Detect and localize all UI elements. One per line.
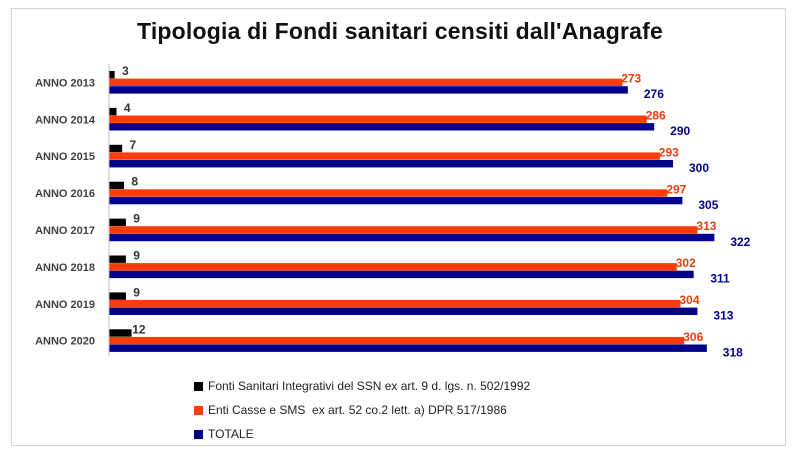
bar-enti-casse-anno-2018 (109, 263, 677, 271)
category-label-anno-2015: ANNO 2015 (35, 151, 95, 163)
legend-label-ssn: Fonti Sanitari Integrativi del SSN ex ar… (208, 379, 531, 393)
value-label-totale-anno-2013: 276 (644, 87, 664, 101)
legend-label-totale: TOTALE (208, 427, 254, 441)
bar-enti-casse-anno-2019 (109, 300, 681, 308)
value-label-totale-anno-2015: 300 (689, 161, 709, 175)
bar-enti-casse-anno-2017 (109, 226, 698, 234)
value-label-ssn-anno-2017: 9 (133, 212, 140, 226)
legend-swatch-ssn (194, 381, 203, 391)
legend-item-enti-casse: Enti Casse e SMS ex art. 52 co.2 lett. a… (194, 398, 530, 422)
value-label-enti-casse-anno-2016: 297 (666, 182, 686, 196)
bar-totale-anno-2013 (109, 86, 628, 94)
bar-ssn-anno-2017 (109, 218, 126, 226)
category-label-anno-2018: ANNO 2018 (35, 262, 95, 274)
value-label-enti-casse-anno-2018: 302 (676, 256, 696, 270)
value-label-enti-casse-anno-2013: 273 (621, 72, 641, 86)
value-label-ssn-anno-2014: 4 (124, 101, 131, 115)
value-label-totale-anno-2017: 322 (730, 235, 750, 249)
value-label-enti-casse-anno-2017: 313 (696, 219, 716, 233)
bar-enti-casse-anno-2013 (109, 78, 623, 86)
legend-item-ssn: Fonti Sanitari Integrativi del SSN ex ar… (194, 374, 530, 398)
bar-totale-anno-2020 (109, 344, 707, 352)
category-label-anno-2017: ANNO 2017 (35, 225, 95, 237)
value-label-enti-casse-anno-2014: 286 (646, 109, 666, 123)
value-label-enti-casse-anno-2020: 306 (683, 330, 703, 344)
bar-enti-casse-anno-2016 (109, 189, 668, 197)
value-label-ssn-anno-2018: 9 (133, 249, 140, 263)
value-label-enti-casse-anno-2019: 304 (679, 293, 699, 307)
legend: Fonti Sanitari Integrativi del SSN ex ar… (194, 374, 530, 446)
chart-title: Tipologia di Fondi sanitari censiti dall… (136, 18, 664, 44)
bar-totale-anno-2019 (109, 307, 698, 315)
bar-totale-anno-2018 (109, 270, 694, 279)
bar-ssn-anno-2015 (109, 144, 123, 153)
bar-enti-casse-anno-2020 (109, 336, 685, 345)
value-label-ssn-anno-2019: 9 (133, 285, 140, 299)
value-label-ssn-anno-2013: 3 (122, 64, 129, 78)
value-label-ssn-anno-2020: 12 (132, 322, 146, 336)
bar-ssn-anno-2014 (109, 107, 117, 116)
bar-enti-casse-anno-2014 (109, 115, 647, 123)
bar-ssn-anno-2018 (109, 255, 126, 263)
category-label-anno-2013: ANNO 2013 (35, 77, 95, 89)
category-label-anno-2016: ANNO 2016 (35, 188, 95, 200)
value-label-totale-anno-2016: 305 (698, 198, 718, 212)
value-label-enti-casse-anno-2015: 293 (659, 145, 679, 159)
bar-ssn-anno-2019 (109, 292, 126, 300)
category-label-anno-2020: ANNO 2020 (35, 336, 95, 348)
bar-ssn-anno-2016 (109, 181, 125, 190)
value-label-totale-anno-2020: 318 (723, 346, 743, 360)
value-label-totale-anno-2019: 313 (713, 309, 733, 323)
bar-totale-anno-2016 (109, 196, 683, 205)
legend-swatch-enti-casse (194, 405, 203, 415)
value-label-ssn-anno-2015: 7 (129, 138, 136, 152)
bar-enti-casse-anno-2015 (109, 152, 660, 160)
category-label-anno-2014: ANNO 2014 (35, 114, 96, 126)
category-label-anno-2019: ANNO 2019 (35, 299, 95, 311)
legend-label-enti-casse: Enti Casse e SMS ex art. 52 co.2 lett. a… (208, 403, 507, 417)
value-label-ssn-anno-2016: 8 (131, 175, 138, 189)
bar-totale-anno-2014 (109, 123, 655, 131)
bar-totale-anno-2015 (109, 160, 673, 168)
legend-swatch-totale (194, 429, 203, 439)
bar-ssn-anno-2013 (109, 71, 115, 79)
value-label-totale-anno-2014: 290 (670, 124, 690, 138)
bar-totale-anno-2017 (109, 233, 715, 242)
value-label-totale-anno-2018: 311 (710, 272, 730, 286)
legend-item-totale: TOTALE (194, 422, 530, 446)
bar-ssn-anno-2020 (109, 329, 132, 337)
